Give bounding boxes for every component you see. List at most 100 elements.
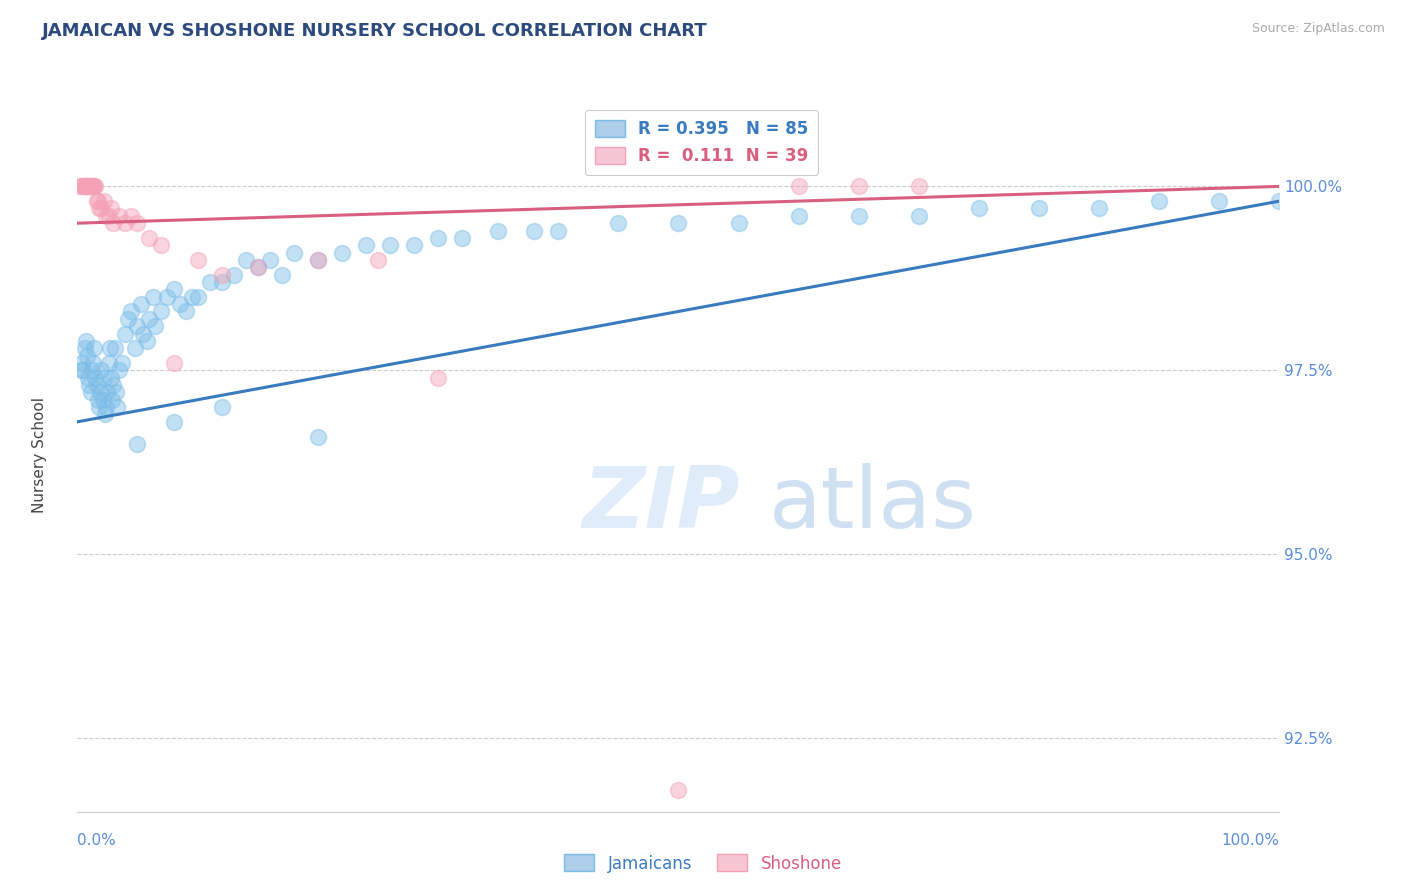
Point <box>967 202 990 216</box>
Point <box>120 304 142 318</box>
Point <box>283 245 305 260</box>
Point <box>120 209 142 223</box>
Point <box>354 238 377 252</box>
Point <box>79 179 101 194</box>
Point <box>104 385 127 400</box>
Point <box>70 179 93 194</box>
Point <box>75 334 97 348</box>
Point <box>96 385 118 400</box>
Text: ZIP: ZIP <box>582 463 740 547</box>
Point <box>169 297 191 311</box>
Point <box>82 356 104 370</box>
Point <box>105 400 128 414</box>
Text: Nursery School: Nursery School <box>32 397 48 513</box>
Point <box>83 341 105 355</box>
Point <box>79 378 101 392</box>
Point <box>367 252 389 267</box>
Point <box>908 209 931 223</box>
Point <box>402 238 425 252</box>
Point <box>607 216 630 230</box>
Point <box>180 290 202 304</box>
Point <box>330 245 353 260</box>
Point <box>235 252 257 267</box>
Point <box>1149 194 1171 208</box>
Point <box>104 341 127 355</box>
Point <box>127 437 149 451</box>
Point <box>129 297 152 311</box>
Point <box>156 290 179 304</box>
Point <box>86 194 108 208</box>
Point <box>427 370 450 384</box>
Point <box>187 252 209 267</box>
Point <box>97 356 120 370</box>
Point <box>93 370 115 384</box>
Point <box>87 392 110 407</box>
Point <box>162 356 184 370</box>
Point <box>73 341 96 355</box>
Legend: Jamaicans, Shoshone: Jamaicans, Shoshone <box>558 847 848 880</box>
Point <box>69 179 91 194</box>
Point <box>73 179 96 194</box>
Point <box>77 370 100 384</box>
Point <box>486 223 509 237</box>
Point <box>547 223 569 237</box>
Point <box>100 370 122 384</box>
Point <box>138 231 160 245</box>
Point <box>94 408 117 422</box>
Point <box>198 275 221 289</box>
Point <box>70 356 93 370</box>
Point <box>90 363 112 377</box>
Point <box>523 223 546 237</box>
Text: JAMAICAN VS SHOSHONE NURSERY SCHOOL CORRELATION CHART: JAMAICAN VS SHOSHONE NURSERY SCHOOL CORR… <box>42 22 707 40</box>
Point <box>162 282 184 296</box>
Point <box>108 209 131 223</box>
Point <box>427 231 450 245</box>
Point <box>138 311 160 326</box>
Point <box>108 363 131 377</box>
Point <box>76 179 98 194</box>
Point <box>787 179 810 194</box>
Point <box>246 260 269 275</box>
Point <box>136 334 159 348</box>
Point <box>259 252 281 267</box>
Point <box>80 363 103 377</box>
Point <box>83 179 105 194</box>
Point <box>174 304 197 318</box>
Legend: R = 0.395   N = 85, R =  0.111  N = 39: R = 0.395 N = 85, R = 0.111 N = 39 <box>585 110 818 175</box>
Point <box>1088 202 1111 216</box>
Point <box>96 209 118 223</box>
Point <box>246 260 269 275</box>
Point <box>75 179 97 194</box>
Point <box>150 238 173 252</box>
Point <box>100 202 122 216</box>
Point <box>101 392 124 407</box>
Point <box>211 268 233 282</box>
Point <box>187 290 209 304</box>
Point <box>87 400 110 414</box>
Point <box>84 179 107 194</box>
Point <box>150 304 173 318</box>
Point <box>80 179 103 194</box>
Point <box>668 782 690 797</box>
Point <box>222 268 245 282</box>
Point <box>127 319 149 334</box>
Point <box>451 231 474 245</box>
Point <box>72 363 94 377</box>
Point <box>162 415 184 429</box>
Point <box>127 216 149 230</box>
Point <box>132 326 155 341</box>
Point <box>1268 194 1291 208</box>
Point <box>87 202 110 216</box>
Point <box>97 209 120 223</box>
Point <box>848 209 870 223</box>
Point <box>114 326 136 341</box>
Point <box>79 385 101 400</box>
Point <box>124 341 146 355</box>
Text: Source: ZipAtlas.com: Source: ZipAtlas.com <box>1251 22 1385 36</box>
Point <box>93 194 115 208</box>
Point <box>90 202 112 216</box>
Text: 0.0%: 0.0% <box>77 833 117 848</box>
Point <box>114 216 136 230</box>
Text: 100.0%: 100.0% <box>1222 833 1279 848</box>
Point <box>98 341 121 355</box>
